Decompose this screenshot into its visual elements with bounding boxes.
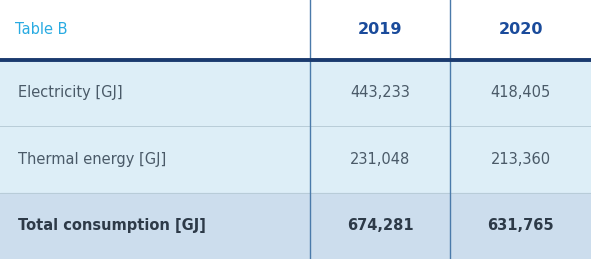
- Text: 2020: 2020: [498, 22, 543, 37]
- Text: Table B: Table B: [15, 22, 67, 37]
- Bar: [0, 0, 591, 60]
- Bar: [0, 60, 591, 126]
- Text: 418,405: 418,405: [491, 85, 551, 100]
- Text: Thermal energy [GJ]: Thermal energy [GJ]: [18, 152, 166, 167]
- Bar: [0, 126, 591, 192]
- Text: Electricity [GJ]: Electricity [GJ]: [18, 85, 122, 100]
- Bar: [0, 192, 591, 259]
- Text: 231,048: 231,048: [350, 152, 410, 167]
- Text: 213,360: 213,360: [491, 152, 551, 167]
- Text: 674,281: 674,281: [347, 218, 414, 233]
- Text: 631,765: 631,765: [488, 218, 554, 233]
- Text: Total consumption [GJ]: Total consumption [GJ]: [18, 218, 206, 233]
- Text: 443,233: 443,233: [350, 85, 410, 100]
- Text: 2019: 2019: [358, 22, 402, 37]
